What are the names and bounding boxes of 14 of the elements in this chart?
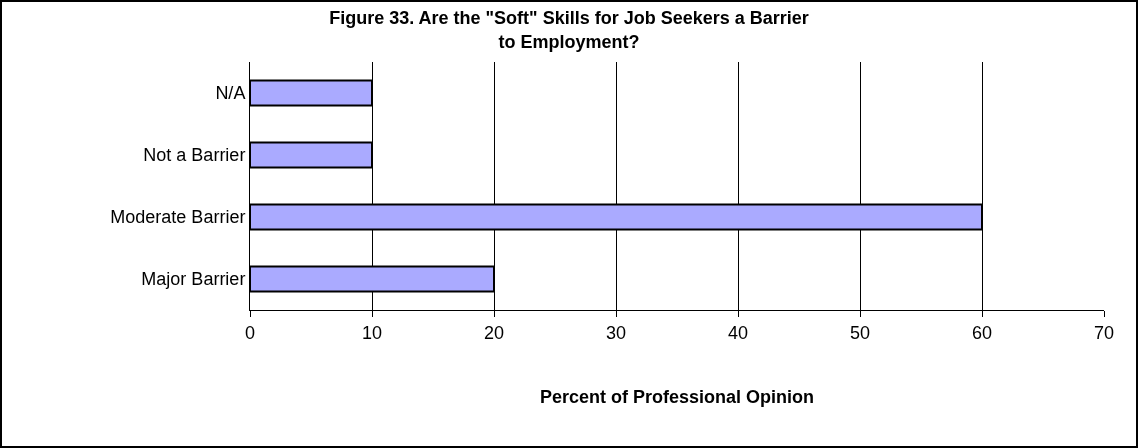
chart-title: Figure 33. Are the "Soft" Skills for Job Seekers a Barrier to Employment? [329,8,809,52]
y-tick-label: Moderate Barrier [110,207,246,228]
x-tick-label: 60 [971,322,993,343]
y-tick-label: N/A [215,83,246,104]
x-tick-label: 70 [1093,322,1115,343]
x-tick-label: 40 [727,322,749,343]
x-axis-title: Percent of Professional Opinion [539,386,815,407]
x-tick-label: 0 [244,322,256,343]
x-tick-label: 30 [605,322,627,343]
x-tick-label: 20 [483,322,505,343]
x-tick-label: 50 [849,322,871,343]
y-tick-label: Major Barrier [141,269,246,290]
x-tick-label: 10 [361,322,383,343]
y-tick-label: Not a Barrier [143,145,246,166]
